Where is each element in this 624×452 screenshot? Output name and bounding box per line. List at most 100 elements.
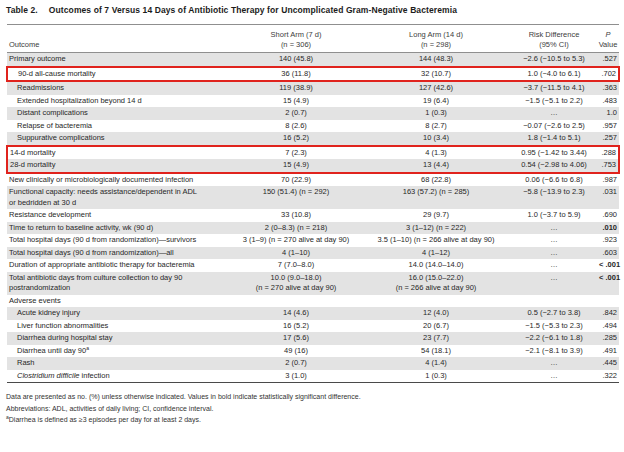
table-row: Suppurative complications16 (5.2)10 (3.4… — [7, 132, 619, 146]
long-arm-cell: 3 (1–12) (n = 222) — [361, 222, 511, 235]
outcome-cell: Diarrhea until day 90a — [7, 345, 231, 358]
outcome-cell: Adverse events — [7, 295, 231, 308]
table-row: New clinically or microbiologically docu… — [7, 173, 619, 187]
p-value-cell: .923 — [597, 234, 619, 247]
long-arm-cell: 20 (6.7) — [361, 320, 511, 333]
risk-difference-cell: 1.8 (−1.4 to 5.1) — [511, 132, 597, 146]
table-row: Readmissions119 (38.9)127 (42.6)−3.7 (−1… — [7, 81, 619, 95]
column-header-short-arm: Short Arm (7 d) (n = 306) — [231, 25, 361, 53]
risk-difference-cell: … — [511, 247, 597, 260]
outcome-cell: Rash — [7, 357, 231, 370]
outcome-cell: 14-d mortality — [7, 146, 231, 160]
column-header-p-value: P Value — [597, 25, 619, 53]
risk-difference-cell: … — [511, 234, 597, 247]
p-value-cell: .987 — [597, 173, 619, 187]
long-arm-cell: 8 (2.7) — [361, 120, 511, 133]
p-value-cell: .288 — [597, 146, 619, 160]
long-arm-cell — [361, 295, 511, 308]
outcome-cell: 28-d mortality — [7, 159, 231, 173]
risk-difference-cell: −2.1 (−8.1 to 3.9) — [511, 345, 597, 358]
table-row: Primary outcome140 (45.8)144 (48.3)−2.6 … — [7, 53, 619, 67]
short-arm-cell: 17 (5.6) — [231, 332, 361, 345]
outcome-cell: Extended hospitalization beyond 14 d — [7, 95, 231, 108]
risk-difference-cell: 1.0 (−3.7 to 5.9) — [511, 209, 597, 222]
column-header-long-arm: Long Arm (14 d) (n = 298) — [361, 25, 511, 53]
outcome-cell: Duration of appropriate antibiotic thera… — [7, 259, 231, 272]
outcome-cell: Suppurative complications — [7, 132, 231, 146]
p-value-cell: .753 — [597, 159, 619, 173]
p-value-cell: .257 — [597, 132, 619, 146]
table-row: Extended hospitalization beyond 14 d15 (… — [7, 95, 619, 108]
document-page: Table 2. Outcomes of 7 Versus 14 Days of … — [0, 0, 624, 426]
outcome-cell: Time to return to baseline activity, wk … — [7, 222, 231, 235]
table-row: Liver function abnormalities16 (5.2)20 (… — [7, 320, 619, 333]
table-row: Diarrhea until day 90a49 (16)54 (18.1)−2… — [7, 345, 619, 358]
risk-difference-cell: 1.0 (−4.0 to 6.1) — [511, 67, 597, 82]
short-arm-cell: 16 (5.2) — [231, 320, 361, 333]
table-row: Distant complications2 (0.7)1 (0.3)…1.0 — [7, 107, 619, 120]
risk-difference-cell: 0.54 (−2.98 to 4.06) — [511, 159, 597, 173]
table-row: Resistance development33 (10.8)29 (9.7)1… — [7, 209, 619, 222]
outcome-cell: Distant complications — [7, 107, 231, 120]
outcome-cell: Total hospital days (90 d from randomiza… — [7, 247, 231, 260]
short-arm-cell: 2 (0–8.3) (n = 218) — [231, 222, 361, 235]
long-arm-cell: 4 (1–12) — [361, 247, 511, 260]
p-value-cell: .702 — [597, 67, 619, 82]
p-value-cell: .491 — [597, 345, 619, 358]
outcome-cell: Functional capacity: needs assistance/de… — [7, 186, 231, 209]
risk-difference-cell: −0.07 (−2.6 to 2.5) — [511, 120, 597, 133]
risk-difference-cell: −3.7 (−11.5 to 4.1) — [511, 81, 597, 95]
p-value-cell: .527 — [597, 53, 619, 67]
risk-difference-cell: −2.2 (−6.1 to 1.8) — [511, 332, 597, 345]
p-value-cell — [597, 295, 619, 308]
short-arm-cell: 10.0 (9.0–18.0)(n = 270 alive at day 90) — [231, 272, 361, 295]
outcome-cell: Total hospital days (90 d from randomiza… — [7, 234, 231, 247]
table-title: Table 2. Outcomes of 7 Versus 14 Days of … — [6, 5, 618, 15]
p-value-cell: .445 — [597, 357, 619, 370]
risk-difference-cell: 0.06 (−6.6 to 6.8) — [511, 173, 597, 187]
p-value-cell: .031 — [597, 186, 619, 209]
short-arm-cell: 70 (22.9) — [231, 173, 361, 187]
table-row: Time to return to baseline activity, wk … — [7, 222, 619, 235]
p-value-cell: .322 — [597, 370, 619, 383]
long-arm-cell: 144 (48.3) — [361, 53, 511, 67]
table-row: Functional capacity: needs assistance/de… — [7, 186, 619, 209]
long-arm-cell: 16.0 (15.0–22.0)(n = 266 alive at day 90… — [361, 272, 511, 295]
column-header-outcome: Outcome — [7, 25, 231, 53]
short-arm-cell: 150 (51.4) (n = 292) — [231, 186, 361, 209]
long-arm-cell: 163 (57.2) (n = 285) — [361, 186, 511, 209]
long-arm-cell: 4 (1.4) — [361, 357, 511, 370]
table-row: 90-d all-cause mortality36 (11.8)32 (10.… — [7, 67, 619, 82]
long-arm-cell: 68 (22.8) — [361, 173, 511, 187]
short-arm-cell: 49 (16) — [231, 345, 361, 358]
table-row: Rash2 (0.7)4 (1.4)….445 — [7, 357, 619, 370]
long-arm-cell: 1 (0.3) — [361, 107, 511, 120]
p-value-cell: .010 — [597, 222, 619, 235]
outcome-cell: Primary outcome — [7, 53, 231, 67]
long-arm-cell: 32 (10.7) — [361, 67, 511, 82]
table-row: Relapse of bacteremia8 (2.6)8 (2.7)−0.07… — [7, 120, 619, 133]
p-value-cell: < .001 — [597, 259, 619, 272]
long-arm-cell: 13 (4.4) — [361, 159, 511, 173]
table-row: Duration of appropriate antibiotic thera… — [7, 259, 619, 272]
short-arm-cell: 33 (10.8) — [231, 209, 361, 222]
table-label: Table 2. — [6, 5, 38, 15]
table-header: Outcome Short Arm (7 d) (n = 306) Long A… — [7, 25, 619, 53]
short-arm-cell: 119 (38.9) — [231, 81, 361, 95]
long-arm-cell: 4 (1.3) — [361, 146, 511, 160]
short-arm-cell: 3 (1.0) — [231, 370, 361, 383]
long-arm-cell: 19 (6.4) — [361, 95, 511, 108]
p-value-cell: .842 — [597, 307, 619, 320]
outcome-cell: Resistance development — [7, 209, 231, 222]
long-arm-cell: 54 (18.1) — [361, 345, 511, 358]
footnotes: Data are presented as no. (%) unless oth… — [6, 391, 618, 426]
outcome-cell: New clinically or microbiologically docu… — [7, 173, 231, 187]
table-title-text: Outcomes of 7 Versus 14 Days of Antibiot… — [49, 5, 457, 15]
short-arm-cell: 15 (4.9) — [231, 159, 361, 173]
p-value-cell: .957 — [597, 120, 619, 133]
p-value-cell: .483 — [597, 95, 619, 108]
long-arm-cell: 23 (7.7) — [361, 332, 511, 345]
column-header-risk-difference: Risk Difference (95% CI) — [511, 25, 597, 53]
risk-difference-cell: … — [511, 222, 597, 235]
footnote: Data are presented as no. (%) unless oth… — [6, 391, 618, 403]
